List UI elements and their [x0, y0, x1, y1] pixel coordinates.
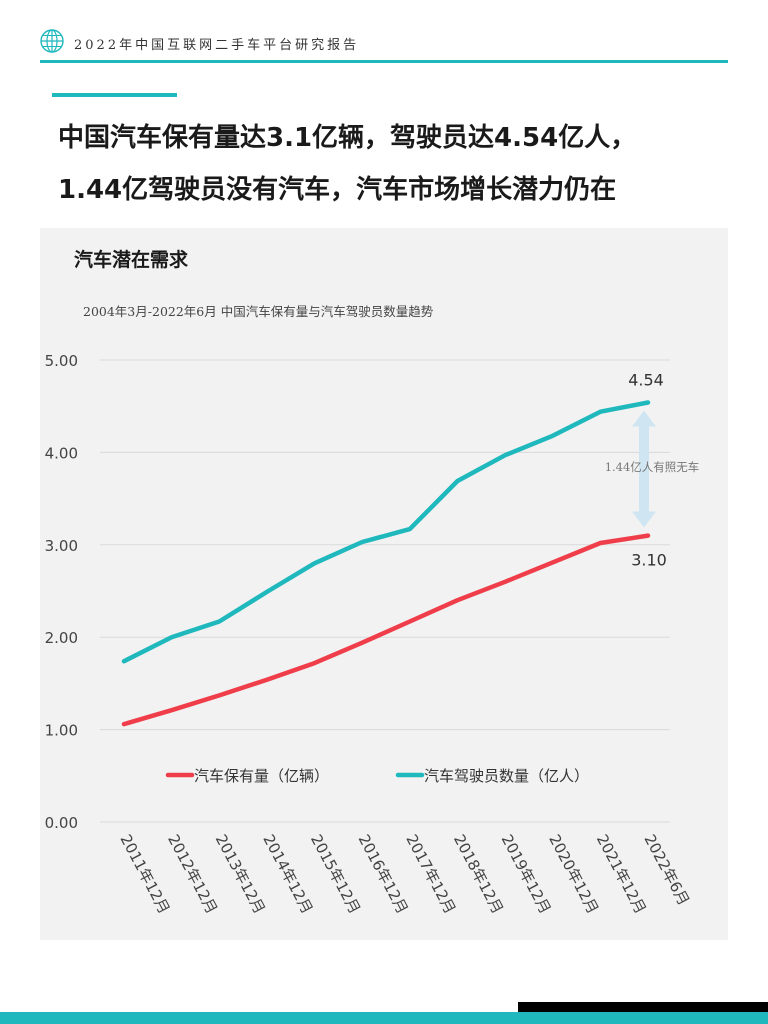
footer-black-bar: [518, 1002, 768, 1012]
x-tick-label: 2018年12月: [450, 831, 507, 917]
report-header: 2022年中国互联网二手车平台研究报告: [0, 0, 768, 64]
x-tick-label: 2013年12月: [212, 831, 269, 917]
footer-teal-bar: [0, 1012, 768, 1024]
headline-line-1: 中国汽车保有量达3.1亿辆，驾驶员达4.54亿人，: [58, 123, 637, 153]
x-tick-label: 2017年12月: [402, 831, 459, 917]
y-tick-label: 4.00: [45, 444, 78, 462]
headline-line-2: 1.44亿驾驶员没有汽车，汽车市场增长潜力仍在: [58, 175, 617, 205]
series-line-cars: [121, 533, 651, 727]
chart-panel: [40, 228, 728, 940]
end-label-cars: 3.10: [631, 551, 667, 570]
gap-label: 1.44亿人有照无车: [605, 460, 700, 474]
x-tick-label: 2014年12月: [259, 831, 316, 917]
legend-item-cars-label: 汽车保有量（亿辆）: [194, 767, 329, 785]
panel-title: 汽车潜在需求: [74, 249, 189, 271]
x-tick-label: 2020年12月: [545, 831, 602, 917]
x-tick-label: 2011年12月: [116, 831, 173, 917]
chart-subtitle: 2004年3月-2022年6月 中国汽车保有量与汽车驾驶员数量趋势: [83, 304, 434, 319]
globe-icon: [40, 29, 64, 53]
y-tick-label: 0.00: [45, 814, 78, 832]
x-tick-label: 2012年12月: [164, 831, 221, 917]
page-headline: 中国汽车保有量达3.1亿辆，驾驶员达4.54亿人， 1.44亿驾驶员没有汽车，汽…: [58, 112, 738, 216]
x-tick-label: 2019年12月: [498, 831, 555, 917]
y-tick-label: 3.00: [45, 537, 78, 555]
gap-arrow-head-up: [632, 410, 656, 427]
y-tick-label: 1.00: [45, 722, 78, 740]
x-tick-label: 2015年12月: [307, 831, 364, 917]
header-divider: [40, 60, 728, 63]
legend-item-drivers-label: 汽车驾驶员数量（亿人）: [424, 767, 589, 785]
x-tick-label: 2022年6月: [640, 831, 692, 908]
report-title: 2022年中国互联网二手车平台研究报告: [74, 38, 360, 53]
x-tick-label: 2016年12月: [355, 831, 412, 917]
series-line-drivers: [121, 400, 651, 664]
end-label-drivers: 4.54: [628, 371, 664, 390]
gap-arrow-shaft: [639, 424, 649, 514]
y-tick-label: 5.00: [45, 352, 78, 370]
y-tick-label: 2.00: [45, 629, 78, 647]
x-tick-label: 2021年12月: [593, 831, 650, 917]
gap-arrow-head-down: [632, 511, 656, 528]
headline-accent-bar: [52, 93, 177, 97]
